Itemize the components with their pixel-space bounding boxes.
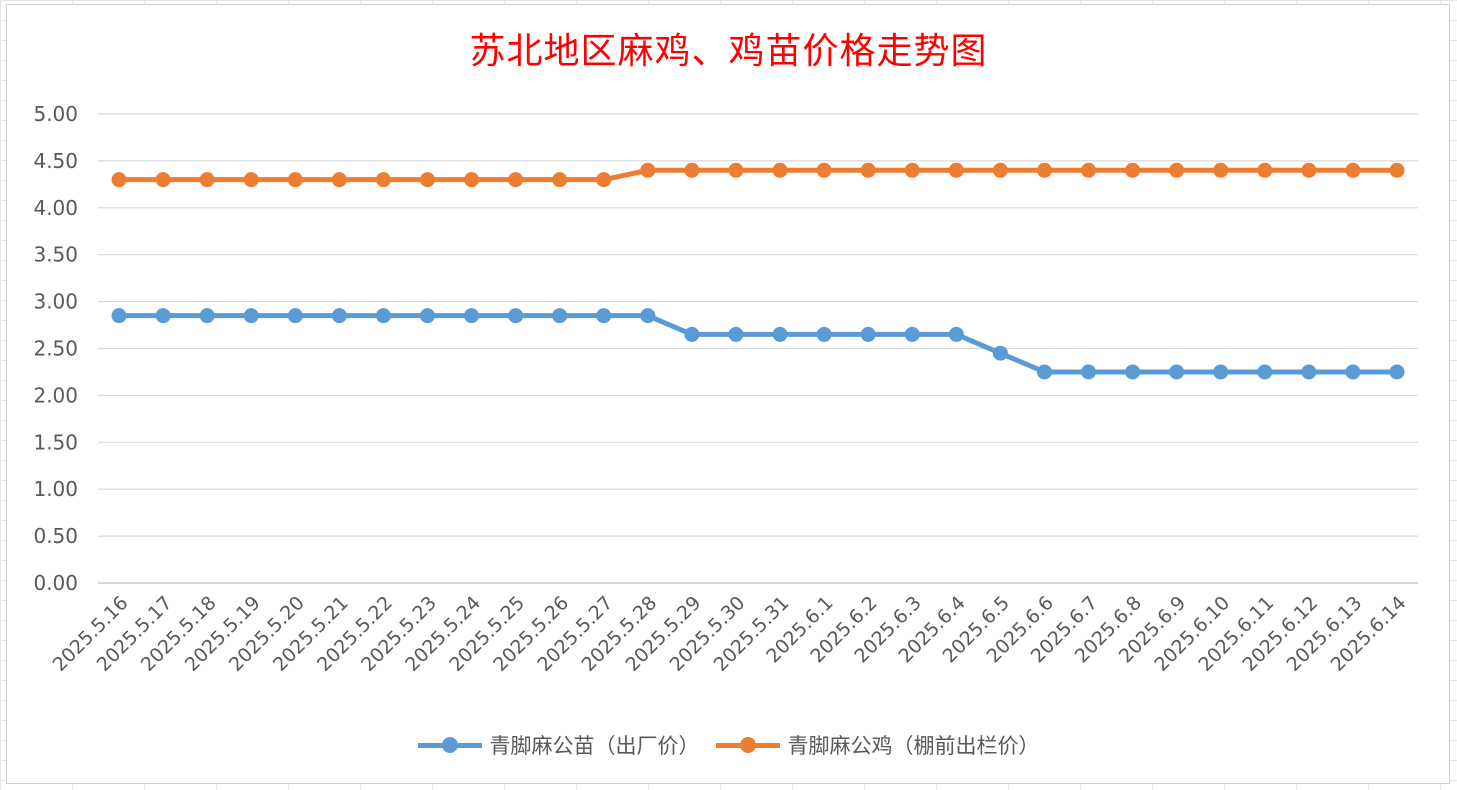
data-point-0[interactable] — [464, 308, 480, 324]
data-point-1[interactable] — [992, 162, 1008, 178]
data-point-1[interactable] — [199, 172, 215, 188]
data-point-0[interactable] — [948, 326, 964, 342]
data-point-0[interactable] — [1213, 364, 1229, 380]
legend-label-seedling: 青脚麻公苗（出厂价） — [489, 734, 700, 758]
data-point-1[interactable] — [904, 162, 920, 178]
y-tick-label: 2.00 — [33, 383, 78, 407]
data-point-0[interactable] — [992, 345, 1008, 361]
data-point-0[interactable] — [816, 326, 832, 342]
data-point-1[interactable] — [1036, 162, 1052, 178]
data-point-1[interactable] — [1257, 162, 1273, 178]
legend-swatch-rooster-icon — [715, 735, 780, 755]
data-point-0[interactable] — [1345, 364, 1361, 380]
data-point-0[interactable] — [640, 308, 656, 324]
data-point-1[interactable] — [1081, 162, 1097, 178]
data-point-0[interactable] — [684, 326, 700, 342]
data-point-1[interactable] — [111, 172, 127, 188]
data-point-1[interactable] — [419, 172, 435, 188]
y-tick-label: 1.00 — [33, 477, 78, 501]
y-tick-label: 3.00 — [33, 290, 78, 314]
data-point-0[interactable] — [728, 326, 744, 342]
y-tick-label: 2.50 — [33, 337, 78, 361]
legend: 青脚麻公苗（出厂价） 青脚麻公鸡（棚前出栏价） — [0, 730, 1457, 760]
data-point-0[interactable] — [375, 308, 391, 324]
data-point-0[interactable] — [508, 308, 524, 324]
data-point-0[interactable] — [1257, 364, 1273, 380]
data-point-0[interactable] — [1081, 364, 1097, 380]
chart-area[interactable] — [6, 4, 1450, 784]
legend-swatch-seedling-icon — [417, 735, 482, 755]
y-tick-label: 4.50 — [33, 149, 78, 173]
data-point-0[interactable] — [1125, 364, 1141, 380]
data-point-1[interactable] — [772, 162, 788, 178]
data-point-0[interactable] — [331, 308, 347, 324]
y-tick-label: 4.00 — [33, 196, 78, 220]
series-line-1 — [119, 167, 1397, 183]
data-point-0[interactable] — [1169, 364, 1185, 380]
data-point-0[interactable] — [1301, 364, 1317, 380]
data-point-1[interactable] — [464, 172, 480, 188]
data-point-0[interactable] — [860, 326, 876, 342]
legend-label-rooster: 青脚麻公鸡（棚前出栏价） — [787, 734, 1040, 758]
data-point-1[interactable] — [1169, 162, 1185, 178]
y-tick-label: 3.50 — [33, 243, 78, 267]
data-point-1[interactable] — [596, 172, 612, 188]
data-point-0[interactable] — [1036, 364, 1052, 380]
data-point-1[interactable] — [1301, 162, 1317, 178]
data-point-1[interactable] — [948, 162, 964, 178]
data-point-1[interactable] — [1213, 162, 1229, 178]
y-tick-label: 0.50 — [33, 524, 78, 548]
data-point-0[interactable] — [111, 308, 127, 324]
legend-item-rooster[interactable]: 青脚麻公鸡（棚前出栏价） — [715, 730, 1040, 760]
data-point-0[interactable] — [155, 308, 171, 324]
data-point-1[interactable] — [243, 172, 259, 188]
data-point-1[interactable] — [1389, 162, 1405, 178]
data-point-1[interactable] — [287, 172, 303, 188]
data-point-1[interactable] — [728, 162, 744, 178]
data-point-1[interactable] — [331, 172, 347, 188]
data-point-1[interactable] — [640, 162, 656, 178]
data-point-1[interactable] — [1345, 162, 1361, 178]
data-point-1[interactable] — [508, 172, 524, 188]
data-point-1[interactable] — [860, 162, 876, 178]
data-point-1[interactable] — [155, 172, 171, 188]
chart-title: 苏北地区麻鸡、鸡苗价格走势图 — [469, 31, 988, 72]
data-point-0[interactable] — [419, 308, 435, 324]
data-point-0[interactable] — [287, 308, 303, 324]
data-point-1[interactable] — [375, 172, 391, 188]
data-point-0[interactable] — [1389, 364, 1405, 380]
series-line-0 — [119, 313, 1397, 375]
data-point-0[interactable] — [904, 326, 920, 342]
data-point-0[interactable] — [596, 308, 612, 324]
y-tick-label: 1.50 — [33, 430, 78, 454]
data-point-1[interactable] — [684, 162, 700, 178]
data-point-1[interactable] — [816, 162, 832, 178]
y-tick-label: 5.00 — [33, 102, 78, 126]
data-point-0[interactable] — [199, 308, 215, 324]
legend-item-seedling[interactable]: 青脚麻公苗（出厂价） — [417, 730, 700, 760]
data-point-0[interactable] — [772, 326, 788, 342]
data-point-1[interactable] — [552, 172, 568, 188]
data-point-1[interactable] — [1125, 162, 1141, 178]
data-point-0[interactable] — [552, 308, 568, 324]
y-tick-label: 0.00 — [33, 571, 78, 595]
data-point-0[interactable] — [243, 308, 259, 324]
